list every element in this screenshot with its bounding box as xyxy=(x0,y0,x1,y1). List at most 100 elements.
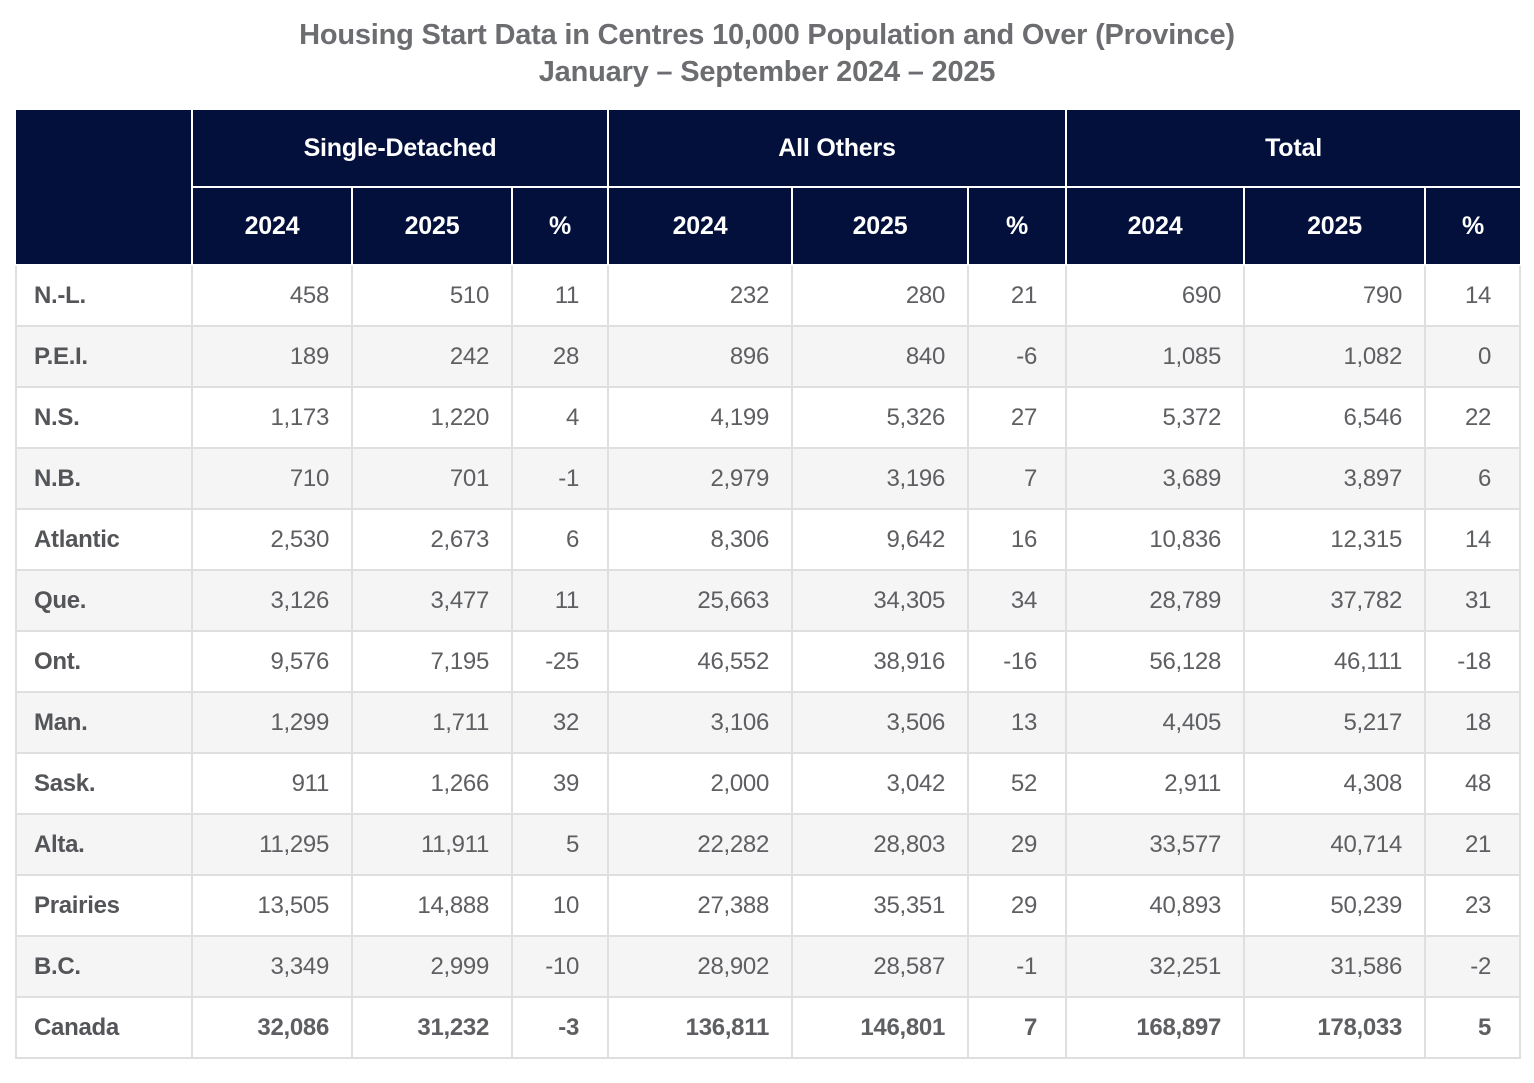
count-value-cell: 896 xyxy=(607,325,794,388)
percent-value-cell: 6 xyxy=(1424,447,1522,510)
table-row-man: Man. 1,299 1,711 32 3,106 3,506 13 4,405 5,217 18 xyxy=(15,691,1522,754)
group-header-all-others: All Others xyxy=(607,110,1068,188)
count-value-cell: 8,306 xyxy=(607,508,794,571)
percent-value-cell: 48 xyxy=(1424,752,1522,815)
count-value-cell: 840 xyxy=(791,325,970,388)
percent-column-header: % xyxy=(510,186,610,266)
percent-value-cell: 11 xyxy=(510,264,610,327)
count-value-cell: 146,801 xyxy=(791,996,970,1059)
percent-value-cell: -1 xyxy=(510,447,610,510)
row-label-cell: Man. xyxy=(15,691,193,754)
title-line-2: January – September 2024 – 2025 xyxy=(538,56,996,88)
year-column-header-2024: 2024 xyxy=(191,186,353,266)
row-label-cell: Canada xyxy=(15,996,193,1059)
table-row-nb: N.B. 710 701 -1 2,979 3,196 7 3,689 3,897 6 xyxy=(15,447,1522,510)
table-row-bc: B.C. 3,349 2,999 -10 28,902 28,587 -1 32,251 31,… xyxy=(15,935,1522,998)
count-value-cell: 3,506 xyxy=(791,691,970,754)
count-value-cell: 710 xyxy=(191,447,353,510)
percent-value-cell: 21 xyxy=(967,264,1068,327)
table-row-nl: N.-L. 458 510 11 232 280 21 690 790 14 xyxy=(15,264,1522,327)
count-value-cell: 35,351 xyxy=(791,874,970,937)
table-header: Single-Detached All Others Total 2024 202… xyxy=(16,110,1521,266)
count-value-cell: 458 xyxy=(191,264,353,327)
count-value-cell: 168,897 xyxy=(1065,996,1246,1059)
percent-value-cell: 13 xyxy=(967,691,1068,754)
count-value-cell: 3,042 xyxy=(791,752,970,815)
table-row-atlantic: Atlantic 2,530 2,673 6 8,306 9,642 16 10,836 12,… xyxy=(15,508,1522,571)
percent-value-cell: 5 xyxy=(1424,996,1522,1059)
count-value-cell: 3,126 xyxy=(191,569,353,632)
percent-value-cell: -10 xyxy=(510,935,610,998)
year-column-header-2025: 2025 xyxy=(351,186,513,266)
count-value-cell: 22,282 xyxy=(607,813,794,876)
percent-value-cell: 21 xyxy=(1424,813,1522,876)
count-value-cell: 10,836 xyxy=(1065,508,1246,571)
year-column-header-2024: 2024 xyxy=(607,186,794,266)
percent-value-cell: 7 xyxy=(967,447,1068,510)
percent-value-cell: 23 xyxy=(1424,874,1522,937)
percent-value-cell: 27 xyxy=(967,386,1068,449)
percent-column-header: % xyxy=(967,186,1068,266)
count-value-cell: 4,199 xyxy=(607,386,794,449)
percent-value-cell: -1 xyxy=(967,935,1068,998)
count-value-cell: 40,714 xyxy=(1243,813,1427,876)
percent-value-cell: 4 xyxy=(510,386,610,449)
percent-value-cell: 28 xyxy=(510,325,610,388)
table-row-sask: Sask. 911 1,266 39 2,000 3,042 52 2,911 4,308 48 xyxy=(15,752,1522,815)
table-row-canada: Canada 32,086 31,232 -3 136,811 146,801 7 168,8… xyxy=(15,996,1522,1059)
count-value-cell: 510 xyxy=(351,264,513,327)
count-value-cell: 2,979 xyxy=(607,447,794,510)
count-value-cell: 242 xyxy=(351,325,513,388)
percent-value-cell: 10 xyxy=(510,874,610,937)
count-value-cell: 46,552 xyxy=(607,630,794,693)
count-value-cell: 690 xyxy=(1065,264,1246,327)
count-value-cell: 32,251 xyxy=(1065,935,1246,998)
percent-value-cell: 31 xyxy=(1424,569,1522,632)
table-row-prairies: Prairies 13,505 14,888 10 27,388 35,351 29 40,8… xyxy=(15,874,1522,937)
count-value-cell: 40,893 xyxy=(1065,874,1246,937)
count-value-cell: 25,663 xyxy=(607,569,794,632)
count-value-cell: 3,689 xyxy=(1065,447,1246,510)
count-value-cell: 2,999 xyxy=(351,935,513,998)
count-value-cell: 911 xyxy=(191,752,353,815)
count-value-cell: 790 xyxy=(1243,264,1427,327)
count-value-cell: 37,782 xyxy=(1243,569,1427,632)
table-row-alta: Alta. 11,295 11,911 5 22,282 28,803 29 33,577 40… xyxy=(15,813,1522,876)
count-value-cell: 5,372 xyxy=(1065,386,1246,449)
count-value-cell: 6,546 xyxy=(1243,386,1427,449)
title-line-1: Housing Start Data in Centres 10,000 Pop… xyxy=(299,19,1235,51)
row-label-cell: B.C. xyxy=(15,935,193,998)
percent-value-cell: 18 xyxy=(1424,691,1522,754)
page-title: Housing Start Data in Centres 10,000 Pop… xyxy=(0,0,1534,91)
count-value-cell: 232 xyxy=(607,264,794,327)
count-value-cell: 38,916 xyxy=(791,630,970,693)
count-value-cell: 56,128 xyxy=(1065,630,1246,693)
count-value-cell: 34,305 xyxy=(791,569,970,632)
count-value-cell: 2,530 xyxy=(191,508,353,571)
table-row-que: Que. 3,126 3,477 11 25,663 34,305 34 28,789 37,7… xyxy=(15,569,1522,632)
count-value-cell: 1,173 xyxy=(191,386,353,449)
count-value-cell: 178,033 xyxy=(1243,996,1427,1059)
percent-value-cell: 29 xyxy=(967,874,1068,937)
row-label-cell: Alta. xyxy=(15,813,193,876)
year-column-header-2025: 2025 xyxy=(791,186,970,266)
count-value-cell: 28,803 xyxy=(791,813,970,876)
count-value-cell: 4,405 xyxy=(1065,691,1246,754)
count-value-cell: 2,911 xyxy=(1065,752,1246,815)
count-value-cell: 2,000 xyxy=(607,752,794,815)
count-value-cell: 28,587 xyxy=(791,935,970,998)
count-value-cell: 1,220 xyxy=(351,386,513,449)
count-value-cell: 33,577 xyxy=(1065,813,1246,876)
percent-value-cell: 7 xyxy=(967,996,1068,1059)
count-value-cell: 46,111 xyxy=(1243,630,1427,693)
count-value-cell: 50,239 xyxy=(1243,874,1427,937)
row-label-cell: P.E.I. xyxy=(15,325,193,388)
table-row-ont: Ont. 9,576 7,195 -25 46,552 38,916 -16 56,128 46… xyxy=(15,630,1522,693)
percent-value-cell: -2 xyxy=(1424,935,1522,998)
count-value-cell: 136,811 xyxy=(607,996,794,1059)
count-value-cell: 4,308 xyxy=(1243,752,1427,815)
row-label-cell: N.B. xyxy=(15,447,193,510)
percent-value-cell: 29 xyxy=(967,813,1068,876)
percent-value-cell: -25 xyxy=(510,630,610,693)
row-label-cell: N.S. xyxy=(15,386,193,449)
